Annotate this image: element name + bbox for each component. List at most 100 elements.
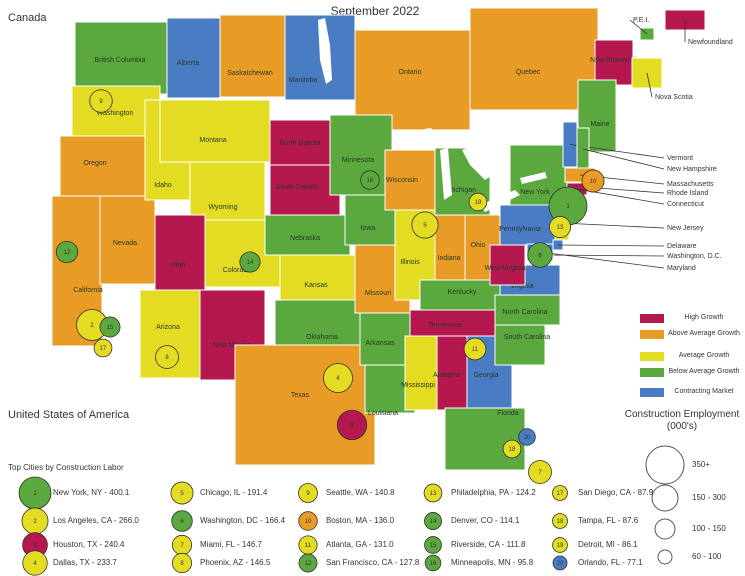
region <box>166 17 221 99</box>
list-rank: 12 <box>305 561 312 567</box>
list-marker <box>552 537 568 553</box>
region-label: Georgia <box>474 372 499 379</box>
list-rank: 7 <box>180 543 184 549</box>
region-label: Ohio <box>471 242 486 249</box>
city-rank: 1 <box>566 204 570 210</box>
city-rank: 18 <box>509 447 516 453</box>
region-label: Tennessee <box>428 322 462 329</box>
region-label: Nova Scotia <box>655 94 693 101</box>
list-label: Tampa, FL - 87.6 <box>578 516 639 525</box>
region-label: Saskatchewan <box>227 70 273 77</box>
size-legend: 350+ 150 - 300 100 - 150 60 - 100 <box>645 445 726 565</box>
region-label: Virginia <box>510 283 533 290</box>
region-label: Oklahoma <box>306 334 338 341</box>
region-label: Illinois <box>400 259 420 266</box>
country-label: Canada <box>8 12 47 24</box>
region-label: British Columbia <box>95 57 146 64</box>
city-marker <box>518 428 536 446</box>
list-label: Miami, FL - 146.7 <box>200 540 262 549</box>
region-label: Wyoming <box>208 204 237 211</box>
size-key-label: 150 - 300 <box>692 493 726 502</box>
lake <box>440 148 452 200</box>
city-rank: 7 <box>538 470 542 476</box>
city-rank: 11 <box>472 347 479 353</box>
region-label: Manitoba <box>289 77 318 84</box>
region <box>274 299 366 346</box>
region <box>444 407 526 471</box>
list-rank: 15 <box>430 543 437 549</box>
callout-line <box>561 222 665 229</box>
list-rank: 4 <box>33 561 37 567</box>
region-label: Pennsylvania <box>499 226 541 233</box>
city-marker <box>99 316 121 338</box>
city-rank: 19 <box>475 200 482 206</box>
list-rank: 13 <box>430 491 437 497</box>
list-marker <box>552 555 568 571</box>
region-label: Arizona <box>156 324 180 331</box>
region-label: South Carolina <box>504 334 550 341</box>
region-label: Connecticut <box>667 201 704 208</box>
region-label: Alberta <box>177 60 199 67</box>
class-label: Above Average Growth <box>668 330 740 337</box>
list-marker <box>423 483 443 503</box>
list-label: Phoenix, AZ - 146.5 <box>200 558 271 567</box>
region <box>269 164 341 216</box>
lake <box>318 18 332 84</box>
city-rank: 9 <box>99 99 103 105</box>
city-rank: 3 <box>350 423 354 429</box>
city-marker <box>89 89 113 113</box>
class-swatch <box>640 368 664 377</box>
region-label: Nebraska <box>290 235 320 242</box>
region <box>219 14 286 98</box>
region <box>99 195 156 285</box>
region <box>404 335 438 411</box>
list-label: Philadelphia, PA - 124.2 <box>451 488 536 497</box>
list-rank: 16 <box>430 561 437 567</box>
list-label: Dallas, TX - 233.7 <box>53 558 117 567</box>
callout-line <box>629 19 648 35</box>
region <box>189 161 266 221</box>
class-label: Contracting Market <box>674 388 734 395</box>
list-rank: 17 <box>557 491 564 497</box>
region-label: Missouri <box>365 290 392 297</box>
list-rank: 10 <box>305 519 312 525</box>
region-label: Maine <box>590 121 609 128</box>
city-marker <box>411 211 439 239</box>
list-marker <box>298 511 318 531</box>
region <box>384 149 436 211</box>
list-rank: 19 <box>557 543 564 549</box>
city-marker <box>360 170 380 190</box>
city-marker <box>323 363 353 393</box>
list-rank: 1 <box>33 491 37 497</box>
region-label: Massachusetts <box>667 181 714 188</box>
region-label: Quebec <box>516 69 541 76</box>
city-rank: 8 <box>165 355 169 361</box>
region-label: New Hampshire <box>667 166 717 173</box>
list-rank: 2 <box>33 519 37 525</box>
region-label: Indiana <box>438 255 461 262</box>
region-label: Colorado <box>223 267 252 274</box>
region-label: Kansas <box>304 282 328 289</box>
list-label: Detroit, MI - 86.1 <box>578 540 638 549</box>
region-label: Louisiana <box>368 410 398 417</box>
region-label: Montana <box>199 137 226 144</box>
region-label: Texas <box>291 392 310 399</box>
city-rank: 16 <box>367 178 374 184</box>
list-rank: 9 <box>306 491 310 497</box>
region-label: Mississippi <box>401 382 435 389</box>
list-label: Chicago, IL - 191.4 <box>200 488 268 497</box>
list-label: Los Angeles, CA - 266.0 <box>53 516 139 525</box>
size-legend-title: Construction Employment (000's) <box>624 409 740 432</box>
class-swatch <box>640 330 664 339</box>
region <box>494 324 546 366</box>
region <box>264 214 351 256</box>
size-key-label: 100 - 150 <box>692 524 726 533</box>
region <box>419 279 501 311</box>
city-marker <box>468 192 488 212</box>
region <box>359 312 411 366</box>
region <box>499 204 556 246</box>
region-label: North Carolina <box>502 309 547 316</box>
list-label: Riverside, CA - 111.8 <box>451 540 526 549</box>
callout-line <box>646 72 653 98</box>
